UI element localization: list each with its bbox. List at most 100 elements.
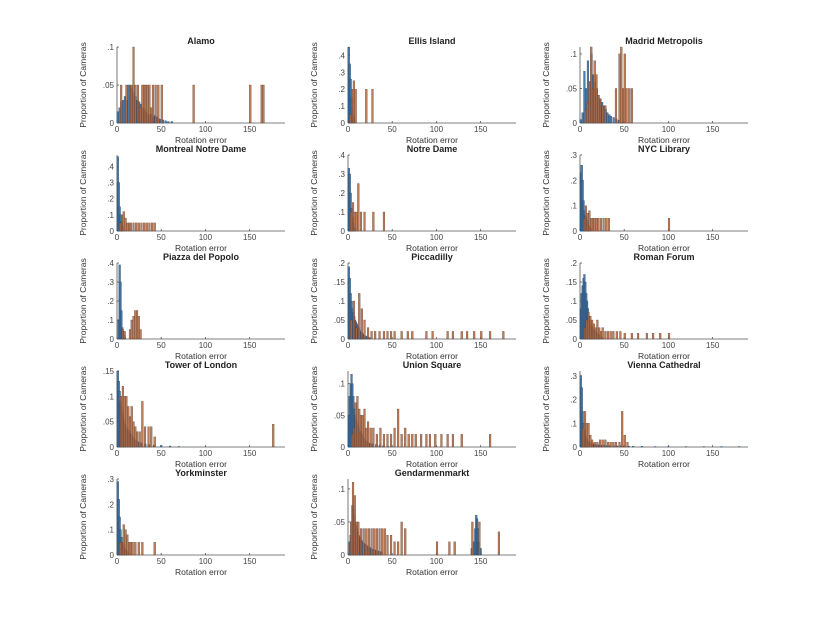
bar-orange bbox=[446, 331, 449, 340]
y-tick-label: .2 bbox=[338, 259, 345, 268]
bar-orange bbox=[121, 386, 124, 448]
bar-orange bbox=[584, 205, 587, 232]
bar-blue bbox=[160, 445, 163, 448]
bar-blue bbox=[632, 446, 635, 448]
x-tick-label: 150 bbox=[474, 125, 488, 134]
y-tick-label: 0 bbox=[341, 443, 346, 452]
bar-orange bbox=[466, 331, 469, 340]
bar-blue bbox=[612, 117, 615, 124]
bar-orange bbox=[359, 528, 363, 556]
bar-orange bbox=[460, 331, 463, 340]
x-tick-label: 0 bbox=[115, 449, 120, 458]
bar-blue bbox=[608, 114, 611, 124]
bar-orange bbox=[621, 411, 624, 448]
bar-orange bbox=[134, 84, 137, 124]
y-tick-label: 0 bbox=[341, 119, 346, 128]
bar-orange bbox=[126, 534, 129, 556]
bar-orange bbox=[448, 541, 451, 556]
y-tick-label: .1 bbox=[107, 526, 114, 535]
bar-orange bbox=[353, 211, 356, 232]
bar-orange bbox=[139, 107, 142, 124]
bar-orange bbox=[591, 88, 595, 124]
y-axis-label: Proportion of Cameras bbox=[541, 366, 551, 452]
bar-orange bbox=[130, 84, 133, 124]
subplot-title: Yorkminster bbox=[175, 468, 227, 478]
bar-orange bbox=[129, 542, 132, 556]
bar-orange bbox=[599, 98, 602, 124]
bar-orange bbox=[628, 88, 631, 124]
x-tick-label: 50 bbox=[157, 449, 166, 458]
x-tick-label: 150 bbox=[243, 233, 257, 242]
bar-orange bbox=[122, 524, 125, 556]
bar-orange bbox=[354, 89, 357, 124]
y-tick-label: 0 bbox=[110, 335, 115, 344]
y-axis-label: Proportion of Cameras bbox=[78, 366, 88, 452]
bar-orange bbox=[623, 333, 626, 340]
bar-orange bbox=[355, 521, 358, 556]
y-tick-label: .2 bbox=[570, 259, 577, 268]
bar-orange bbox=[397, 541, 400, 556]
bar-orange bbox=[599, 439, 602, 448]
bar-orange bbox=[365, 528, 368, 556]
bar-orange bbox=[147, 426, 150, 448]
bar-orange bbox=[137, 542, 140, 556]
y-tick-label: 0 bbox=[341, 227, 346, 236]
y-axis-label: Proportion of Cameras bbox=[541, 258, 551, 344]
bar-orange bbox=[460, 434, 463, 448]
subplot-madrid-metropolis: Madrid Metropolis 0 50 100 150 0 .05 .1 Rotation… bbox=[541, 36, 748, 145]
bar-orange bbox=[591, 218, 595, 232]
bar-orange bbox=[587, 312, 590, 340]
y-tick-label: 0 bbox=[573, 443, 578, 452]
bar-orange bbox=[605, 218, 608, 232]
bar-orange bbox=[358, 293, 361, 340]
bar-orange bbox=[590, 218, 593, 232]
bar-orange bbox=[141, 84, 144, 124]
bar-orange bbox=[596, 442, 599, 448]
x-tick-label: 150 bbox=[474, 449, 488, 458]
bar-blue bbox=[167, 121, 170, 124]
bar-orange bbox=[585, 319, 588, 340]
y-tick-label: .4 bbox=[107, 259, 114, 268]
bar-orange bbox=[136, 431, 139, 448]
bar-orange bbox=[355, 327, 358, 340]
y-tick-label: 0 bbox=[573, 335, 578, 344]
x-tick-label: 100 bbox=[199, 341, 213, 350]
x-axis-label: Rotation error bbox=[406, 351, 458, 361]
y-tick-label: .1 bbox=[570, 202, 577, 211]
y-axis-label: Proportion of Cameras bbox=[309, 474, 319, 560]
bar-orange bbox=[130, 406, 133, 448]
bar-orange bbox=[124, 529, 127, 556]
bar-orange bbox=[446, 434, 449, 448]
y-tick-label: .15 bbox=[334, 278, 346, 287]
subplot-title: Madrid Metropolis bbox=[625, 36, 703, 46]
bar-orange bbox=[372, 211, 375, 232]
bar-orange bbox=[589, 434, 592, 448]
bar-orange bbox=[389, 535, 393, 556]
bar-orange bbox=[407, 434, 410, 448]
x-axis-label: Rotation error bbox=[638, 351, 690, 361]
bar-orange bbox=[601, 439, 604, 448]
bar-orange bbox=[363, 211, 366, 232]
subplot-yorkminster: Yorkminster 0 50 100 150 0 .1 .2 .3 Rotation erro… bbox=[78, 468, 285, 577]
bar-orange bbox=[451, 331, 454, 340]
bar-orange bbox=[597, 95, 600, 124]
bar-orange bbox=[141, 401, 144, 448]
x-tick-label: 50 bbox=[388, 341, 397, 350]
bar-orange bbox=[249, 84, 252, 124]
y-tick-label: .1 bbox=[338, 485, 345, 494]
bar-orange bbox=[134, 310, 137, 340]
x-tick-label: 150 bbox=[243, 449, 257, 458]
subplot-title: Montreal Notre Dame bbox=[156, 144, 247, 154]
bar-blue bbox=[609, 115, 612, 124]
bar-blue bbox=[122, 100, 125, 124]
bar-orange bbox=[371, 89, 374, 124]
x-tick-label: 100 bbox=[662, 125, 676, 134]
y-tick-label: .05 bbox=[334, 316, 346, 325]
bar-orange bbox=[352, 427, 355, 448]
bar-orange bbox=[120, 542, 124, 556]
bar-orange bbox=[136, 84, 139, 124]
bar-orange bbox=[598, 327, 601, 340]
x-tick-label: 150 bbox=[474, 233, 488, 242]
x-tick-label: 0 bbox=[346, 557, 351, 566]
x-tick-label: 100 bbox=[199, 233, 213, 242]
